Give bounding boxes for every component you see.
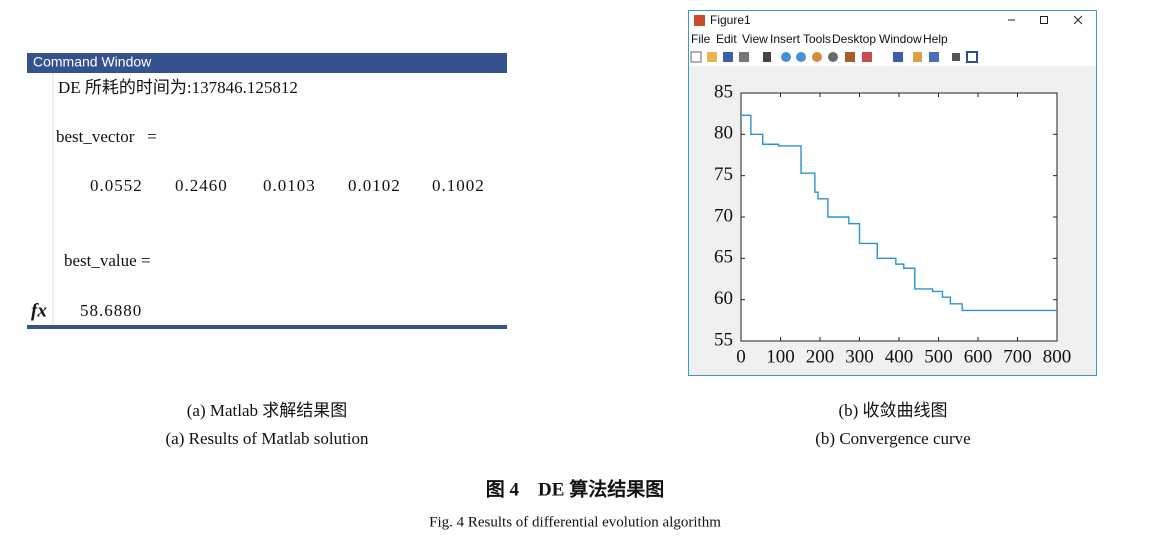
x-tick-label: 100 — [766, 346, 795, 367]
tool-icon[interactable] — [913, 52, 922, 62]
toolbar — [690, 51, 978, 63]
menu-item[interactable]: Help — [923, 32, 948, 46]
y-tick-label: 70 — [714, 205, 733, 226]
convergence-line — [741, 114, 1057, 312]
menu-bar: File Edit View Insert Tools Desktop Window Help — [691, 32, 948, 46]
vector-value: 0.0102 — [348, 176, 401, 195]
caption: (b) 收敛曲线图 — [838, 401, 947, 420]
menu-item[interactable]: Tools — [803, 32, 831, 46]
x-tick-label: 700 — [1003, 346, 1032, 367]
tool-icon[interactable] — [845, 52, 855, 62]
maximize-icon[interactable] — [1040, 16, 1048, 24]
tool-icon[interactable] — [707, 52, 717, 62]
figure-window: Figure1 File Edit View Insert Tools Desktop Wi… — [688, 10, 1097, 376]
vector-value: 0.1002 — [432, 176, 485, 195]
caption: (a) Matlab 求解结果图 — [187, 401, 348, 420]
x-tick-label: 400 — [885, 346, 914, 367]
figure-title: Figure1 — [710, 13, 751, 27]
x-tick-label: 200 — [806, 346, 835, 367]
vector-label: best_vector = — [56, 127, 157, 146]
tool-icon[interactable] — [723, 52, 733, 62]
vector-value: 0.0552 — [90, 176, 143, 195]
app-icon — [694, 15, 705, 26]
y-tick-label: 60 — [714, 288, 733, 309]
command-window-body — [27, 53, 507, 330]
menu-item[interactable]: File — [691, 32, 711, 46]
axes-box — [740, 92, 1058, 342]
x-tick-label: 300 — [845, 346, 874, 367]
time-line: DE 所耗的时间为:137846.125812 — [58, 78, 298, 97]
menu-item[interactable]: Insert — [770, 32, 801, 46]
x-tick-label: 500 — [924, 346, 953, 367]
tool-icon[interactable] — [828, 52, 838, 62]
y-tick-label: 65 — [714, 247, 733, 268]
command-window-titlebar — [27, 53, 507, 73]
command-window-title: Command Window — [33, 54, 152, 70]
figure-caption: 图 4 DE 算法结果图 — [486, 477, 664, 500]
x-tick-label: 600 — [964, 346, 993, 367]
x-tick-label: 0 — [736, 346, 746, 367]
menu-item[interactable]: View — [742, 32, 768, 46]
tool-icon[interactable] — [781, 52, 791, 62]
command-window: Command Window DE 所耗的时间为:137846.125812 b… — [27, 53, 507, 330]
tool-icon[interactable] — [893, 52, 903, 62]
y-tick-label: 75 — [714, 164, 733, 185]
menu-item[interactable]: Window — [879, 32, 922, 46]
x-tick-label: 800 — [1043, 346, 1072, 367]
close-icon[interactable] — [1073, 15, 1083, 25]
fx-prompt: fx — [31, 300, 47, 321]
tool-icon[interactable] — [812, 52, 822, 62]
menu-item[interactable]: Desktop — [832, 32, 876, 46]
tool-icon[interactable] — [739, 52, 749, 62]
figure-window-header — [689, 11, 1096, 66]
tool-icon[interactable] — [862, 52, 872, 62]
y-tick-label: 55 — [714, 329, 733, 350]
y-tick-label: 85 — [714, 81, 733, 102]
tool-icon[interactable] — [966, 51, 978, 63]
caption: (a) Results of Matlab solution — [165, 429, 369, 448]
tool-icon[interactable] — [929, 52, 939, 62]
best-value: 58.6880 — [80, 301, 142, 320]
tool-icon[interactable] — [690, 51, 702, 63]
tool-icon[interactable] — [952, 53, 960, 61]
caption: (b) Convergence curve — [815, 429, 970, 448]
vector-value: 0.0103 — [263, 176, 316, 195]
vector-value: 0.2460 — [175, 176, 228, 195]
captions: (a) Matlab 求解结果图 (a) Results of Matlab s… — [165, 401, 970, 531]
tool-icon[interactable] — [763, 52, 771, 62]
bottom-border — [27, 325, 507, 329]
plot: 55 60 65 70 75 80 85 0 100 200 300 400 500 600 700 800 — [714, 81, 1071, 367]
value-label: best_value = — [64, 251, 151, 270]
tool-icon[interactable] — [796, 52, 806, 62]
menu-item[interactable]: Edit — [716, 32, 737, 46]
figure-caption: Fig. 4 Results of differential evolution… — [429, 514, 721, 530]
y-tick-label: 80 — [714, 123, 733, 144]
